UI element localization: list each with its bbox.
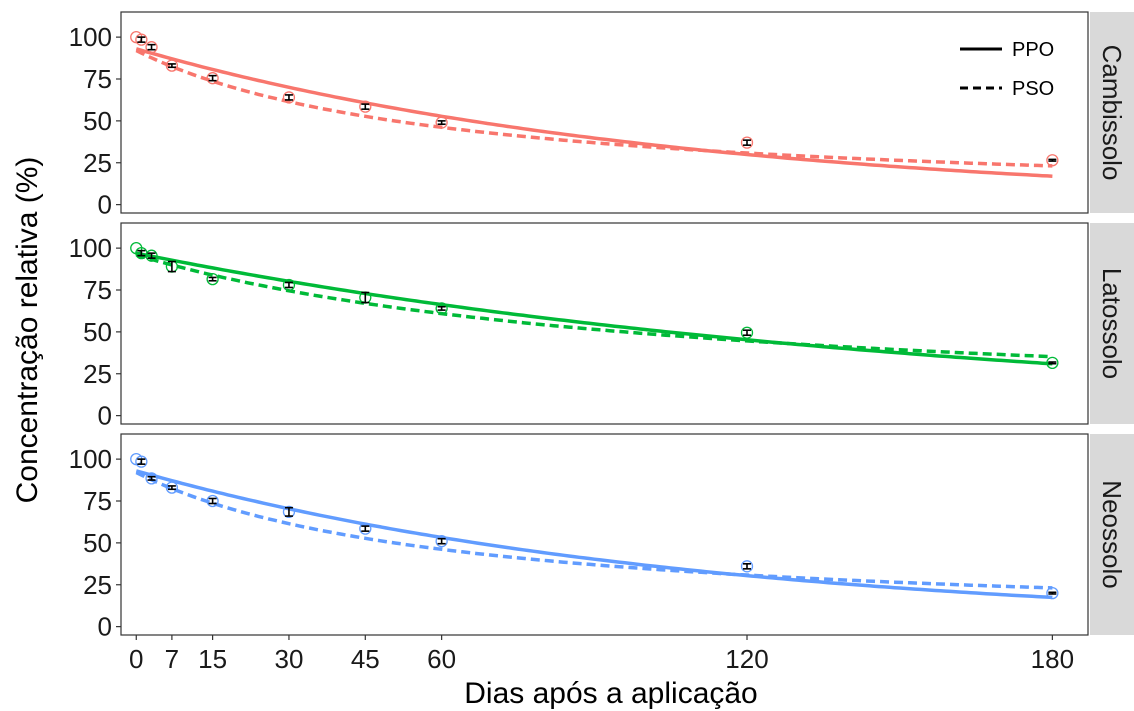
data-point (165, 59, 179, 72)
data-point (359, 100, 372, 113)
data-point (1046, 586, 1059, 600)
ppo-curve (135, 251, 1053, 366)
legend-label: PSO (1012, 78, 1054, 100)
y-tick-label: 25 (83, 148, 112, 178)
y-tick-label: 75 (83, 64, 112, 94)
y-tick-label: 100 (69, 233, 112, 263)
y-tick-label: 0 (98, 612, 112, 642)
data-point (145, 41, 158, 54)
x-tick-label: 60 (427, 644, 456, 674)
panel-border (120, 11, 1089, 214)
pso-curve (135, 470, 1053, 590)
strip-label: Neossolo (1097, 480, 1127, 588)
data-point (282, 505, 296, 519)
strip-background (1090, 12, 1134, 213)
legend: PPO PSO (960, 39, 1054, 100)
y-tick-label: 25 (83, 570, 112, 600)
data-point (740, 136, 754, 149)
y-axis-title: Concentração relativa (%) (11, 157, 44, 504)
data-point (206, 494, 219, 508)
data-point (145, 472, 158, 485)
data-point (435, 535, 448, 548)
y-tick-label: 0 (98, 190, 112, 220)
panel-latossolo: Latossolo 0 25 50 75 100 (69, 222, 1134, 431)
data-point (282, 91, 296, 104)
y-tick-label: 100 (69, 444, 112, 474)
x-axis-title: Dias após a aplicação (464, 677, 758, 710)
data-point (206, 72, 219, 85)
y-tick-label: 75 (83, 486, 112, 516)
y-tick-label: 100 (69, 22, 112, 52)
x-axis: 0 7 15 30 45 60 120 180 (129, 635, 1074, 674)
data-point (206, 272, 219, 286)
x-tick-label: 180 (1031, 644, 1074, 674)
ppo-curve (135, 47, 1053, 178)
strip-background (1090, 434, 1134, 635)
y-tick-label: 25 (83, 359, 112, 389)
panel-neossolo: Neossolo 0 25 50 75 100 (69, 433, 1134, 642)
x-tick-label: 120 (725, 644, 768, 674)
data-point (135, 33, 148, 46)
data-point (435, 302, 448, 315)
y-tick-label: 50 (83, 317, 112, 347)
data-point (1046, 154, 1059, 167)
data-point (282, 278, 296, 292)
data-point (740, 560, 754, 573)
legend-label: PPO (1012, 39, 1054, 61)
panel-border (120, 433, 1089, 636)
data-point (165, 481, 179, 494)
x-tick-label: 0 (129, 644, 143, 674)
y-tick-label: 50 (83, 106, 112, 136)
x-tick-label: 45 (351, 644, 380, 674)
x-tick-label: 7 (165, 644, 179, 674)
strip-background (1090, 223, 1134, 424)
pso-curve (135, 48, 1053, 168)
strip-label: Latossolo (1097, 268, 1127, 379)
x-tick-label: 30 (274, 644, 303, 674)
facet-panels: Cambissolo0255075100Latossolo0255075100N… (69, 11, 1134, 642)
y-tick-label: 75 (83, 275, 112, 305)
data-point (359, 522, 372, 535)
data-point (740, 326, 754, 339)
y-tick-label: 50 (83, 528, 112, 558)
data-point (1046, 356, 1059, 370)
panel-cambissolo: Cambissolo 0 25 50 75 100 (69, 11, 1134, 220)
data-point (135, 455, 148, 468)
y-tick-label: 0 (98, 401, 112, 431)
x-tick-label: 15 (198, 644, 227, 674)
strip-label: Cambissolo (1097, 45, 1127, 181)
data-point (145, 249, 158, 262)
data-point (435, 116, 448, 129)
